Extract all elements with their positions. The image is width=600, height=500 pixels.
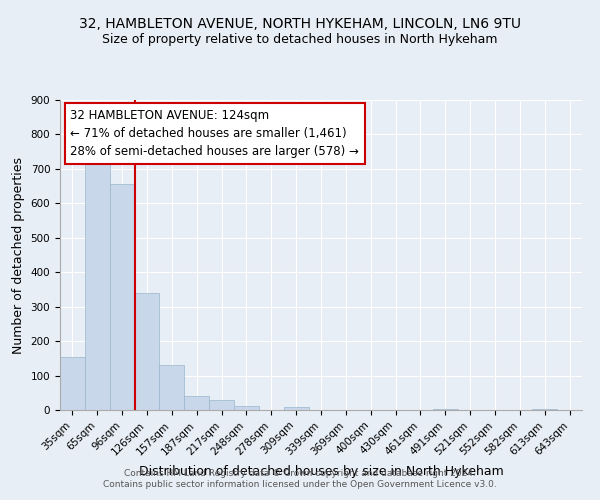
Bar [134, 293, 160, 410]
Bar [85, 164, 110, 410]
Text: Size of property relative to detached houses in North Hykeham: Size of property relative to detached ho… [102, 32, 498, 46]
Bar [184, 396, 209, 410]
Bar [284, 407, 308, 410]
Bar [110, 184, 134, 410]
Bar [433, 408, 458, 410]
Text: Contains HM Land Registry data © Crown copyright and database right 2024.: Contains HM Land Registry data © Crown c… [124, 468, 476, 477]
X-axis label: Distribution of detached houses by size in North Hykeham: Distribution of detached houses by size … [139, 465, 503, 478]
Text: Contains public sector information licensed under the Open Government Licence v3: Contains public sector information licen… [103, 480, 497, 489]
Bar [532, 408, 557, 410]
Y-axis label: Number of detached properties: Number of detached properties [12, 156, 25, 354]
Text: 32, HAMBLETON AVENUE, NORTH HYKEHAM, LINCOLN, LN6 9TU: 32, HAMBLETON AVENUE, NORTH HYKEHAM, LIN… [79, 18, 521, 32]
Bar [234, 406, 259, 410]
Bar [160, 365, 184, 410]
Text: 32 HAMBLETON AVENUE: 124sqm
← 71% of detached houses are smaller (1,461)
28% of : 32 HAMBLETON AVENUE: 124sqm ← 71% of det… [70, 110, 359, 158]
Bar [209, 400, 234, 410]
Bar [60, 358, 85, 410]
